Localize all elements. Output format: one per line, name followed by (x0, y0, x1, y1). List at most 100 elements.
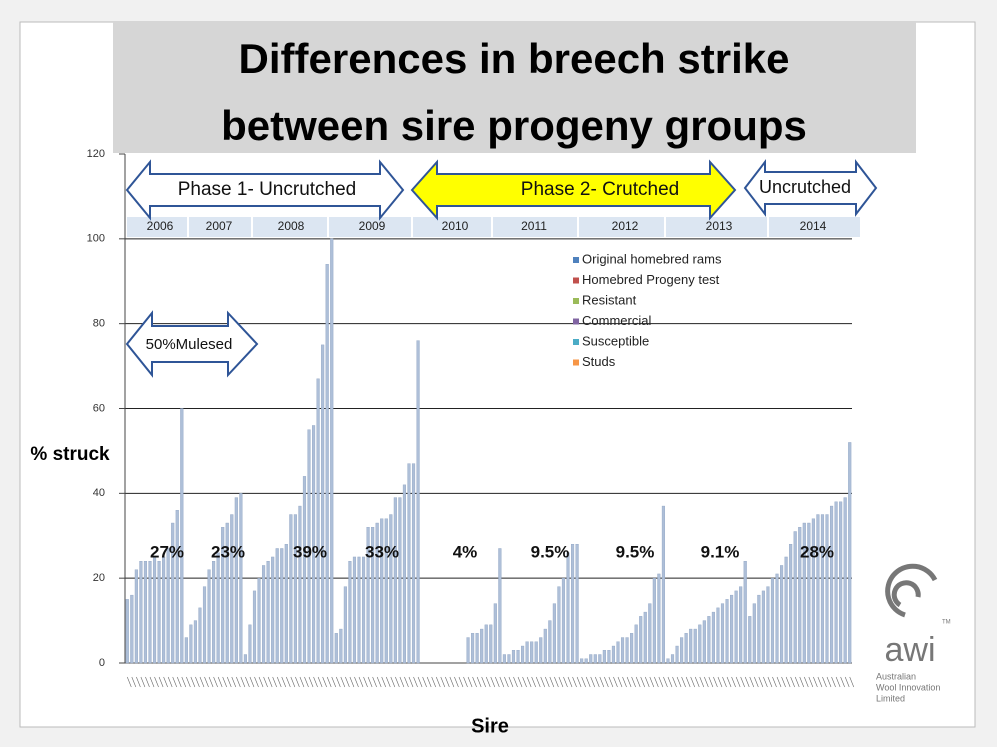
x-tick-stub (472, 676, 477, 688)
bar (466, 637, 470, 664)
bar (670, 654, 675, 664)
bar (298, 505, 302, 664)
bar (575, 544, 579, 664)
x-tick-stub (317, 676, 323, 688)
bar (234, 497, 238, 664)
bar (384, 518, 388, 664)
y-tick-label: 80 (93, 318, 105, 330)
x-tick-stub (644, 676, 650, 688)
x-tick-stub (231, 676, 237, 688)
bar (498, 548, 502, 664)
x-tick-stub (676, 676, 682, 688)
x-tick-stub (617, 676, 623, 688)
x-tick-stub (722, 676, 727, 688)
x-tick-stub (336, 676, 341, 688)
x-tick-stub (299, 676, 305, 688)
bar (775, 573, 779, 664)
x-tick-stub (831, 676, 836, 688)
x-tick-stub (376, 676, 382, 688)
bar (720, 603, 725, 664)
y-axis-label: % struck (30, 444, 110, 465)
year-label: 2009 (359, 219, 386, 233)
x-tick-stub (685, 676, 691, 688)
x-tick-stub (504, 676, 509, 688)
x-tick-stub (658, 676, 664, 688)
bar (307, 429, 311, 664)
x-tick-stub (526, 676, 532, 688)
x-tick-stub (522, 676, 527, 688)
x-tick-stub (654, 676, 659, 688)
phase-arrow (410, 159, 737, 221)
bar (748, 616, 752, 664)
group-percent: 23% (211, 542, 245, 561)
x-tick-stub (363, 676, 368, 688)
x-tick-stub (245, 676, 250, 688)
bar (770, 577, 775, 664)
x-tick-stub (249, 676, 255, 688)
x-tick-stub (435, 676, 441, 688)
bar (593, 654, 597, 664)
bar (602, 650, 606, 664)
bar (793, 531, 797, 664)
x-tick-stub (263, 676, 268, 688)
bar (284, 544, 288, 664)
x-tick-stub (481, 676, 486, 688)
legend-label: Homebred Progeny test (582, 272, 720, 287)
bar (829, 505, 834, 664)
bar (539, 637, 543, 664)
bar (625, 637, 629, 664)
x-tick-stub (826, 676, 832, 688)
x-tick-stub (776, 676, 782, 688)
group-percent: 4% (453, 542, 478, 561)
phase-label: Uncrutched (759, 177, 851, 197)
bar (534, 641, 538, 664)
bar (380, 518, 384, 664)
bar (475, 633, 479, 664)
bar (266, 561, 270, 664)
bar (666, 658, 670, 664)
y-tick-label: 0 (99, 657, 105, 669)
x-tick-stub (485, 676, 491, 688)
x-tick-stub (136, 676, 141, 688)
bar (130, 594, 134, 664)
bar (202, 586, 207, 664)
bar (684, 633, 688, 664)
x-tick-stub (172, 676, 177, 688)
y-tick-label: 60 (93, 402, 105, 414)
x-tick-stub (699, 676, 705, 688)
legend-label: Studs (582, 354, 616, 369)
legend-swatch (573, 359, 579, 366)
bar (248, 624, 252, 664)
x-tick-stub (199, 676, 205, 688)
x-tick-stub (272, 676, 277, 688)
phase-label: Phase 2- Crutched (521, 179, 679, 200)
group-percent: 33% (365, 542, 399, 561)
legend-swatch (573, 257, 579, 263)
x-tick-stub (267, 676, 273, 688)
bar (143, 561, 148, 664)
bar (707, 616, 711, 664)
x-tick-stub (567, 676, 573, 688)
x-tick-stub (417, 676, 423, 688)
legend-label: Susceptible (582, 333, 649, 348)
bar (639, 616, 643, 664)
x-tick-stub (163, 676, 168, 688)
bar (166, 548, 170, 664)
x-tick-stub (558, 676, 564, 688)
x-tick-stub (513, 676, 518, 688)
bar (184, 637, 188, 664)
bar (375, 522, 379, 664)
x-tick-stub (840, 676, 845, 688)
bar (157, 561, 161, 664)
bar (230, 514, 234, 664)
x-tick-stub (690, 676, 695, 688)
bar (389, 514, 393, 664)
x-tick-stub (399, 676, 405, 688)
bar (293, 514, 297, 664)
x-tick-stub (549, 676, 555, 688)
bar (766, 586, 770, 664)
bar (334, 633, 338, 664)
x-tick-stub (604, 676, 609, 688)
bar (752, 603, 756, 664)
x-tick-stub (276, 676, 282, 688)
